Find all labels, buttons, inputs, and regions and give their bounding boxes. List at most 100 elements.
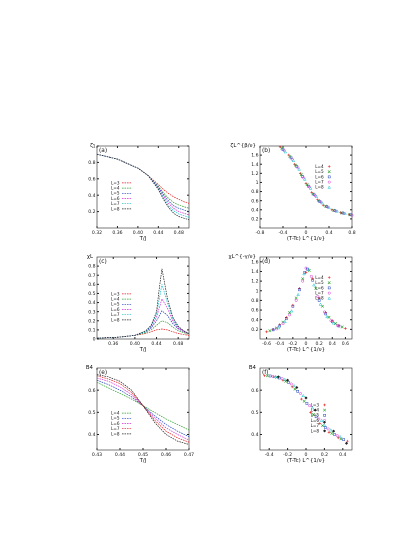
x-tick-label: 0.45 <box>138 452 148 458</box>
data-point <box>314 194 319 198</box>
panel-label: (b) <box>262 148 270 154</box>
data-point <box>297 167 301 171</box>
x-tick-label: -0.4 <box>265 452 274 458</box>
x-tick-label: 0.43 <box>92 452 102 458</box>
series-L=8 <box>283 150 347 215</box>
panel-b: -0.8 -0.4 0 0.4 0.8 0.2 0.4 0.6 0.8 1 1.2 1.4 1.6 (b)… <box>230 143 355 242</box>
legend-label: L=7 <box>315 291 324 296</box>
x-tick-label: 0 <box>305 452 308 458</box>
legend-label: L=5 <box>315 280 324 285</box>
y-tick-label: 0.4 <box>251 432 258 438</box>
data-point <box>296 292 300 296</box>
series-line <box>96 153 190 221</box>
legend-swatch <box>323 408 327 412</box>
y-axis-label: χL <box>87 254 93 260</box>
panel-label: (f) <box>262 370 269 376</box>
data-point <box>285 378 290 382</box>
data-point <box>298 288 301 292</box>
data-point <box>283 377 287 381</box>
plot-frame <box>96 256 190 340</box>
series-L=7 <box>275 266 339 331</box>
x-axis-label: T/J <box>139 236 147 242</box>
y-tick-label: 0.6 <box>251 308 258 314</box>
legend-label: L=3 <box>311 402 320 407</box>
y-tick-label: 0.8 <box>88 160 95 166</box>
x-tick-label: 0.46 <box>161 452 171 458</box>
legend-swatch <box>327 291 331 295</box>
data-point <box>318 302 323 306</box>
legend-label: L=8 <box>315 185 324 190</box>
y-tick-label: 1.6 <box>251 259 258 265</box>
series-L=8 <box>276 375 349 446</box>
data-point <box>299 392 302 395</box>
legend-label: L=6 <box>111 307 120 312</box>
x-tick-label: 0.4 <box>329 341 336 347</box>
data-point <box>327 205 331 209</box>
legend-swatch <box>327 296 331 300</box>
legend-swatch <box>327 281 331 285</box>
y-tick-label: 1 <box>256 180 259 186</box>
data-point <box>278 324 282 328</box>
panel-label: (d) <box>262 259 270 265</box>
series-L=8 <box>96 268 190 339</box>
data-point <box>301 279 305 283</box>
data-point <box>350 213 354 217</box>
series-L=6 <box>96 377 190 441</box>
x-axis-label: (T-Tc) L^{1/ν} <box>287 458 325 464</box>
x-tick-label: 0 <box>305 230 308 236</box>
data-point <box>344 327 347 330</box>
y-tick-label: 1 <box>256 288 259 294</box>
panel-label: (e) <box>99 370 107 376</box>
x-tick-label: 0.36 <box>108 341 118 347</box>
data-point <box>317 296 321 300</box>
data-point <box>278 145 282 149</box>
panel-c: 0.36 0.40 0.44 0.48 0 0.1 0.2 0.3 0.4 0.5 0.6 0.7 0.… <box>87 254 190 353</box>
data-point <box>327 430 331 434</box>
series-line <box>96 320 190 339</box>
x-tick-label: 0 <box>305 341 308 347</box>
data-point <box>276 326 281 330</box>
legend-swatch <box>327 185 331 189</box>
legend-label: L=7 <box>311 423 320 428</box>
x-tick-label: 0.2 <box>321 452 328 458</box>
data-point <box>340 325 344 329</box>
x-tick-label: 0.44 <box>153 230 163 236</box>
panel-label: (a) <box>99 148 107 154</box>
legend-label: L=6 <box>111 196 120 201</box>
data-point <box>310 406 315 410</box>
data-point <box>342 438 346 441</box>
legend-label: L=3 <box>111 180 120 185</box>
data-point <box>273 374 278 378</box>
data-point <box>294 296 298 300</box>
y-tick-label: 0.1 <box>88 327 95 333</box>
data-point <box>334 322 338 326</box>
legend-label: L=8 <box>111 317 120 322</box>
data-point <box>301 277 305 281</box>
data-point <box>331 429 336 433</box>
x-axis-label: T/J <box>139 347 147 353</box>
legend-swatch <box>327 276 331 279</box>
series-L=7 <box>273 374 342 438</box>
legend-label: L=5 <box>111 302 120 307</box>
data-point <box>305 183 309 187</box>
data-point <box>325 314 329 319</box>
legend-label: L=8 <box>311 428 320 433</box>
x-tick-label: -0.4 <box>279 230 288 236</box>
data-point <box>291 158 296 162</box>
legend-label: L=5 <box>311 413 320 418</box>
plot-frame <box>96 145 190 229</box>
panel-e: 0.43 0.44 0.45 0.46 0.47 0.4 0.5 0.6 (e) B4 T/J L=4… <box>86 365 194 464</box>
y-tick-label: 0.5 <box>88 291 95 297</box>
data-point <box>300 397 303 401</box>
x-tick-label: 0.4 <box>325 230 332 236</box>
x-tick-label: -0.6 <box>262 341 271 347</box>
legend-swatch <box>323 414 326 417</box>
legend-label: L=7 <box>315 180 324 185</box>
x-tick-label: 0.44 <box>151 341 161 347</box>
legend-label: L=4 <box>111 186 120 191</box>
y-tick-label: 1.2 <box>251 279 258 285</box>
data-point <box>303 177 307 181</box>
data-point <box>265 330 268 334</box>
y-tick-label: 0.4 <box>251 317 258 323</box>
data-point <box>324 312 328 316</box>
